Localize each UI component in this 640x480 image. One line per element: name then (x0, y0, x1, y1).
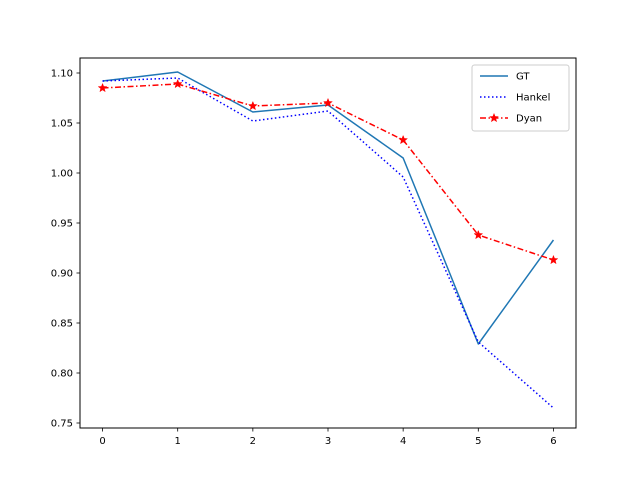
x-tick-label-0: 0 (99, 436, 105, 447)
data-point-dyan-3 (323, 97, 333, 108)
x-tick-label-4: 4 (400, 436, 406, 447)
y-tick-label-1.05: 1.05 (51, 119, 73, 130)
legend-label-gt: GT (516, 72, 530, 83)
data-point-dyan-6 (548, 254, 559, 265)
legend: GT Hankel Dyan (471, 64, 570, 132)
y-tick-label-1.00: 1.00 (51, 169, 73, 180)
data-point-dyan-2 (247, 100, 258, 111)
y-tick-label-1.10: 1.10 (51, 69, 73, 80)
x-tick-label-2: 2 (250, 436, 256, 447)
legend-marker-dyan (489, 112, 499, 123)
x-tick-label-1: 1 (175, 436, 181, 447)
y-tick-label-0.95: 0.95 (51, 219, 73, 230)
y-tick-label-0.90: 0.90 (51, 269, 73, 280)
y-tick-label-0.80: 0.80 (51, 369, 73, 380)
data-point-dyan-5 (473, 229, 484, 240)
x-axis: 0 1 2 3 4 5 6 (99, 428, 557, 447)
x-tick-label-6: 6 (550, 436, 556, 447)
y-axis: 0.75 0.80 0.85 0.90 0.95 1.00 1.05 1.10 (51, 69, 80, 430)
legend-frame (471, 64, 570, 132)
y-tick-label-0.75: 0.75 (51, 419, 73, 430)
x-tick-label-5: 5 (475, 436, 481, 447)
data-point-dyan-1 (172, 78, 183, 89)
data-point-dyan-0 (97, 82, 108, 93)
data-point-dyan-4 (398, 134, 409, 145)
legend-label-hankel: Hankel (516, 93, 550, 104)
x-tick-label-3: 3 (325, 436, 331, 447)
legend-label-dyan: Dyan (516, 114, 542, 125)
series-layer (97, 71, 559, 409)
y-tick-label-0.85: 0.85 (51, 319, 73, 330)
